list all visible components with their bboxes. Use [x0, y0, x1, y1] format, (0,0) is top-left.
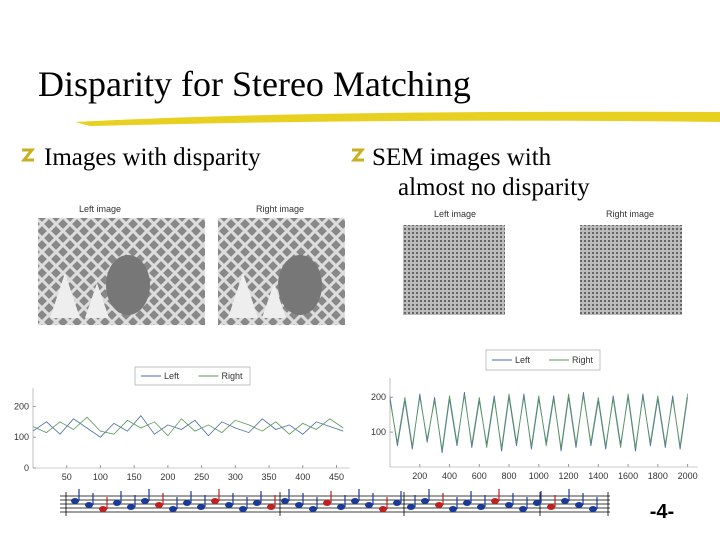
note: [421, 498, 429, 504]
bullet-icon: [350, 148, 366, 162]
note: [351, 498, 359, 504]
bullet-text: SEM images with: [372, 144, 552, 171]
sem-image: [580, 225, 682, 315]
image-label: Left image: [79, 204, 121, 214]
legend-label: Left: [515, 355, 531, 365]
note: [575, 502, 583, 508]
note: [393, 500, 401, 506]
legend-label: Right: [222, 371, 244, 381]
x-tick-label: 400: [295, 472, 310, 482]
note: [295, 502, 303, 508]
note: [435, 502, 443, 508]
note: [71, 498, 79, 504]
title-underline: [75, 111, 720, 126]
x-tick-label: 450: [329, 472, 344, 482]
y-tick-label: 100: [14, 432, 29, 442]
note: [589, 506, 597, 512]
x-tick-label: 350: [262, 472, 277, 482]
note: [127, 504, 135, 510]
legend-label: Right: [572, 355, 594, 365]
bullet-icon: [20, 148, 36, 162]
note: [169, 506, 177, 512]
x-tick-label: 800: [502, 471, 517, 481]
x-tick-label: 1800: [648, 471, 668, 481]
legend: [485, 349, 601, 371]
note: [253, 500, 261, 506]
note: [519, 506, 527, 512]
note: [547, 504, 555, 510]
x-tick-label: 200: [412, 471, 427, 481]
y-tick-label: 200: [371, 392, 386, 402]
note: [491, 498, 499, 504]
page-number: -4-: [650, 501, 674, 523]
slide-title: Disparity for Stereo Matching: [38, 64, 471, 104]
note: [183, 500, 191, 506]
note: [155, 502, 163, 508]
series-line: [32, 415, 344, 438]
note: [197, 504, 205, 510]
x-tick-label: 200: [160, 472, 175, 482]
note: [211, 498, 219, 504]
x-tick-label: 50: [62, 472, 72, 482]
stereo-image: [218, 218, 345, 325]
note: [477, 504, 485, 510]
x-tick-label: 400: [442, 471, 457, 481]
x-tick-label: 600: [472, 471, 487, 481]
note: [463, 500, 471, 506]
legend-label: Left: [164, 371, 180, 381]
stereo-image: [38, 218, 205, 325]
x-tick-label: 300: [228, 472, 243, 482]
note: [141, 498, 149, 504]
x-tick-label: 1600: [618, 471, 638, 481]
note: [505, 502, 513, 508]
note: [99, 506, 107, 512]
sem-image: [403, 225, 505, 315]
note: [239, 506, 247, 512]
x-tick-label: 100: [93, 472, 108, 482]
music-footer: [60, 489, 610, 516]
note: [561, 498, 569, 504]
note: [267, 504, 275, 510]
note: [323, 500, 331, 506]
image-label: Right image: [256, 204, 304, 214]
bullet-text: Images with disparity: [44, 144, 261, 171]
x-tick-label: 2000: [678, 471, 698, 481]
note: [281, 498, 289, 504]
note: [379, 506, 387, 512]
x-tick-label: 250: [194, 472, 209, 482]
note: [449, 506, 457, 512]
x-tick-label: 1000: [529, 471, 549, 481]
x-tick-label: 1200: [559, 471, 579, 481]
legend: [134, 366, 251, 386]
series-line: [389, 393, 688, 450]
image-label: Left image: [434, 209, 476, 219]
note: [225, 502, 233, 508]
note: [365, 502, 373, 508]
note: [309, 506, 317, 512]
note: [113, 500, 121, 506]
x-tick-label: 150: [127, 472, 142, 482]
image-label: Right image: [606, 209, 654, 219]
x-tick-label: 1400: [588, 471, 608, 481]
note: [85, 502, 93, 508]
y-tick-label: 100: [371, 427, 386, 437]
note: [337, 504, 345, 510]
note: [533, 500, 541, 506]
series-line: [32, 416, 344, 437]
note: [407, 504, 415, 510]
bullet-text: almost no disparity: [398, 174, 590, 201]
y-tick-label: 0: [24, 463, 29, 473]
y-tick-label: 200: [14, 401, 29, 411]
